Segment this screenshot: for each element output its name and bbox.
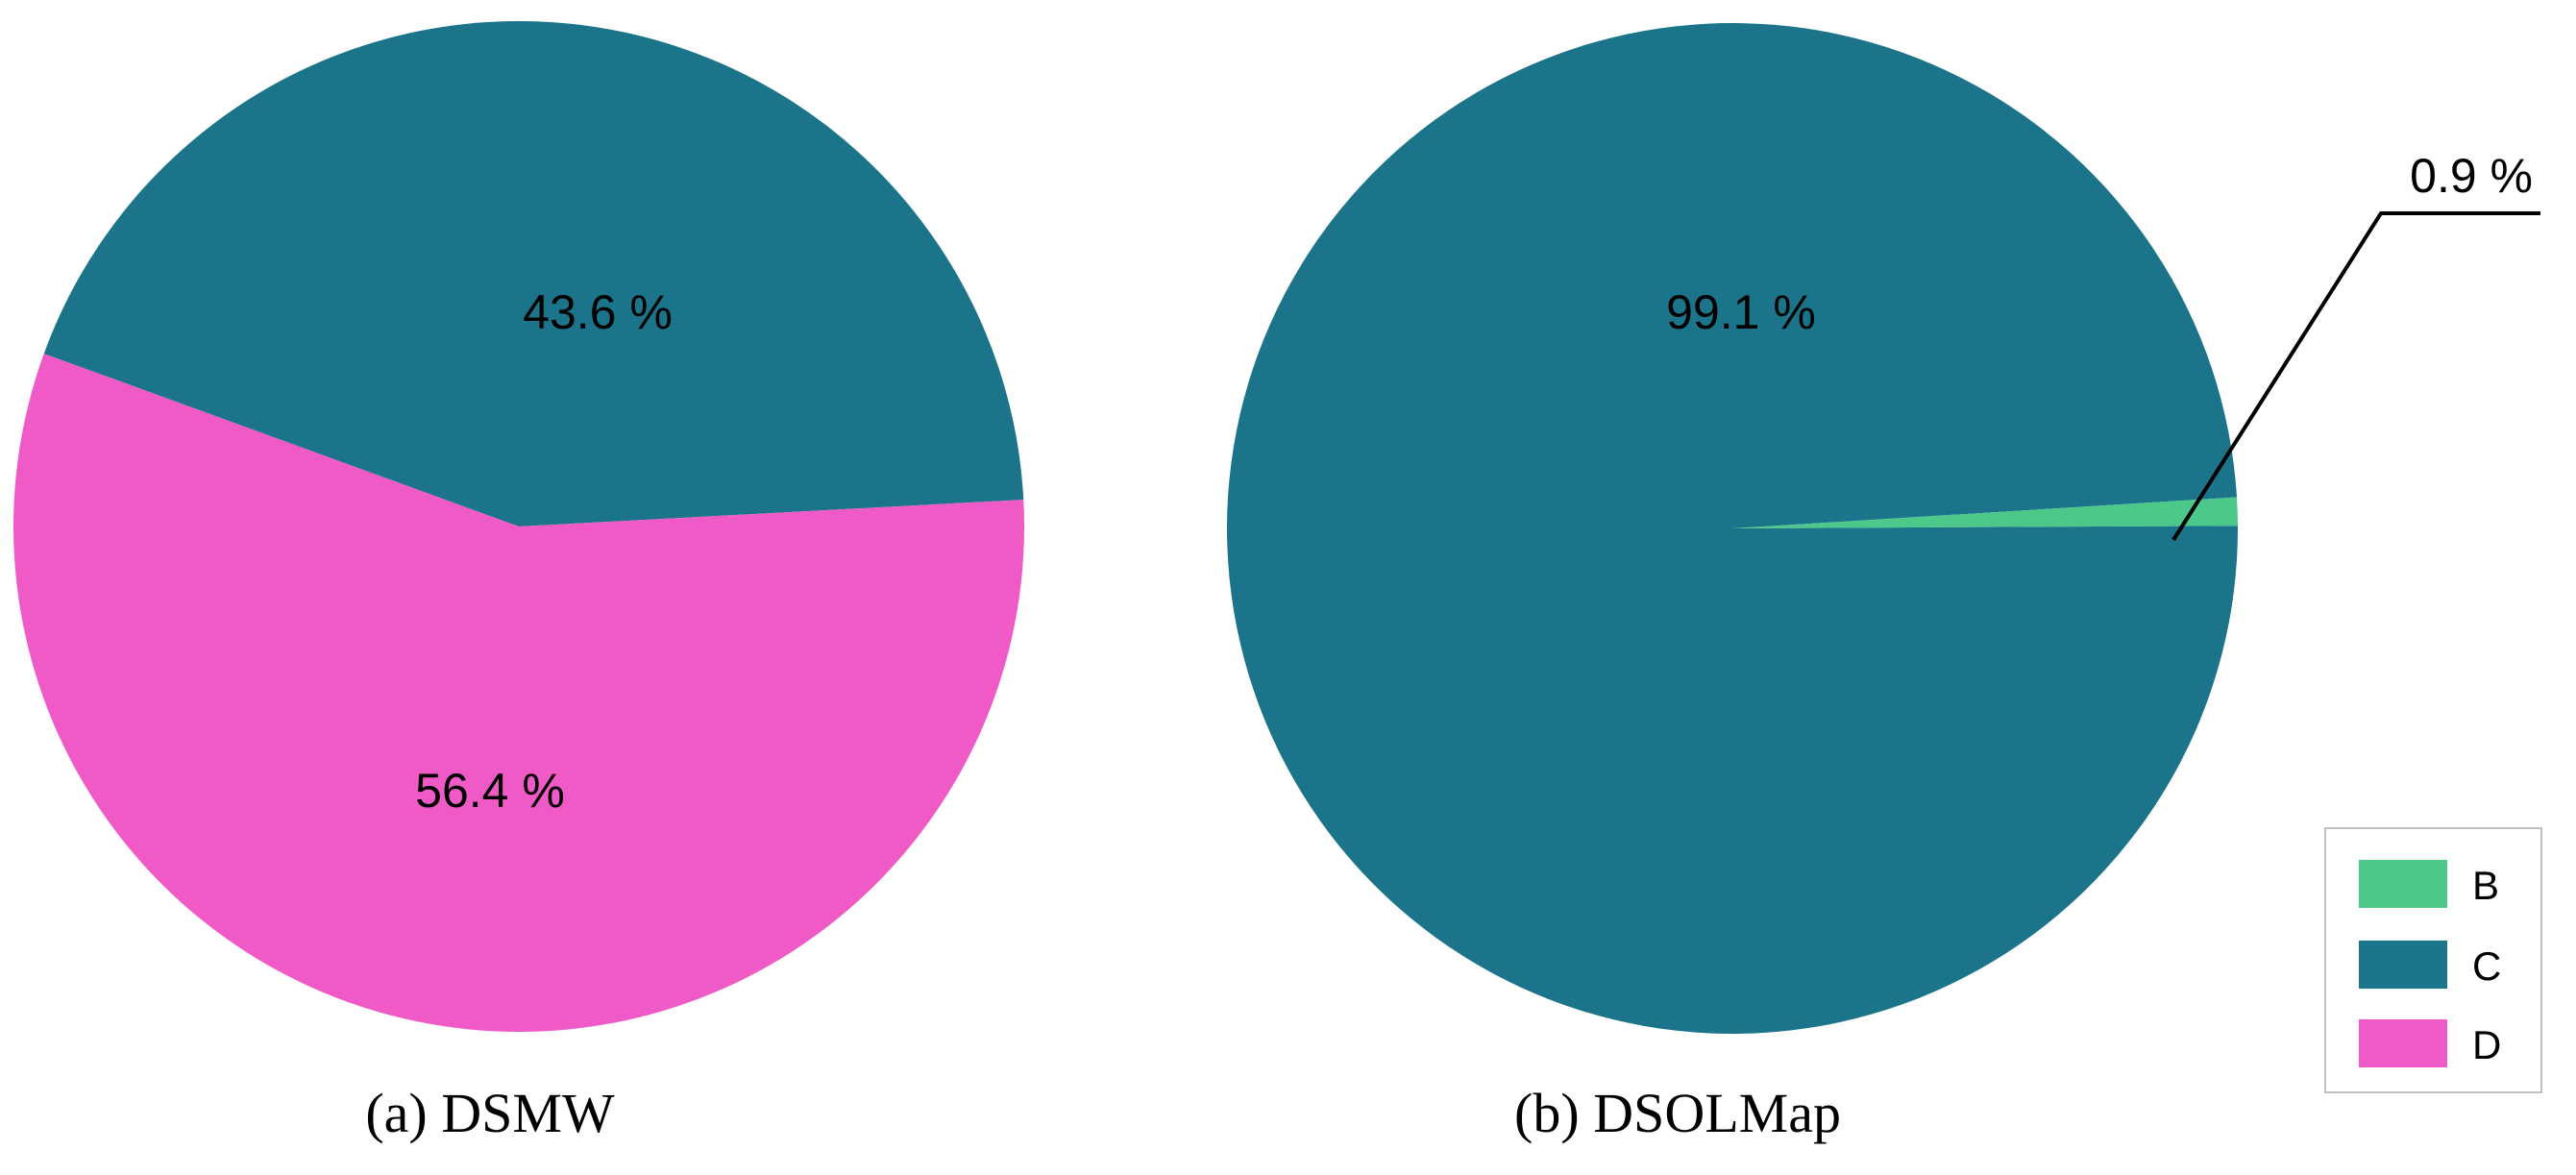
legend-swatch-d — [2359, 1019, 2447, 1067]
slice-a-c — [43, 20, 1024, 526]
slice-label-b-c: 99.1 % — [1666, 285, 1816, 339]
legend-label-c: C — [2472, 943, 2501, 989]
slice-b-b — [1732, 497, 2238, 528]
leader-line-b-b — [2171, 211, 2540, 542]
slice-a-d — [12, 354, 1024, 1032]
slice-label-a-c: 43.6 % — [523, 285, 673, 339]
chart-a: 43.6 % 56.4 % (a) DSMW — [12, 20, 1024, 1144]
legend-label-d: D — [2472, 1022, 2501, 1067]
chart-a-title: (a) DSMW — [365, 1082, 615, 1144]
legend-swatch-c — [2359, 941, 2447, 989]
legend-label-b: B — [2472, 863, 2499, 908]
legend: B C D — [2324, 827, 2542, 1093]
slice-label-b-b: 0.9 % — [2410, 149, 2533, 203]
chart-b: 99.1 % 0.9 % (b) DSOLMap — [1226, 22, 2540, 1144]
slice-label-a-d: 56.4 % — [415, 764, 565, 818]
slice-b-c — [1226, 22, 2238, 1034]
chart-b-title: (b) DSOLMap — [1514, 1082, 1841, 1144]
legend-swatch-b — [2359, 860, 2447, 908]
